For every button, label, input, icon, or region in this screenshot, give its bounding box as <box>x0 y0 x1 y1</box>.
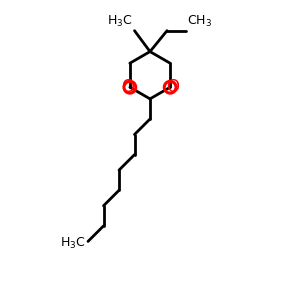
Text: O: O <box>121 78 134 96</box>
Text: CH$_3$: CH$_3$ <box>187 14 212 29</box>
Text: O: O <box>166 78 179 96</box>
Text: H$_3$C: H$_3$C <box>107 14 133 29</box>
Text: H$_3$C: H$_3$C <box>60 236 86 250</box>
